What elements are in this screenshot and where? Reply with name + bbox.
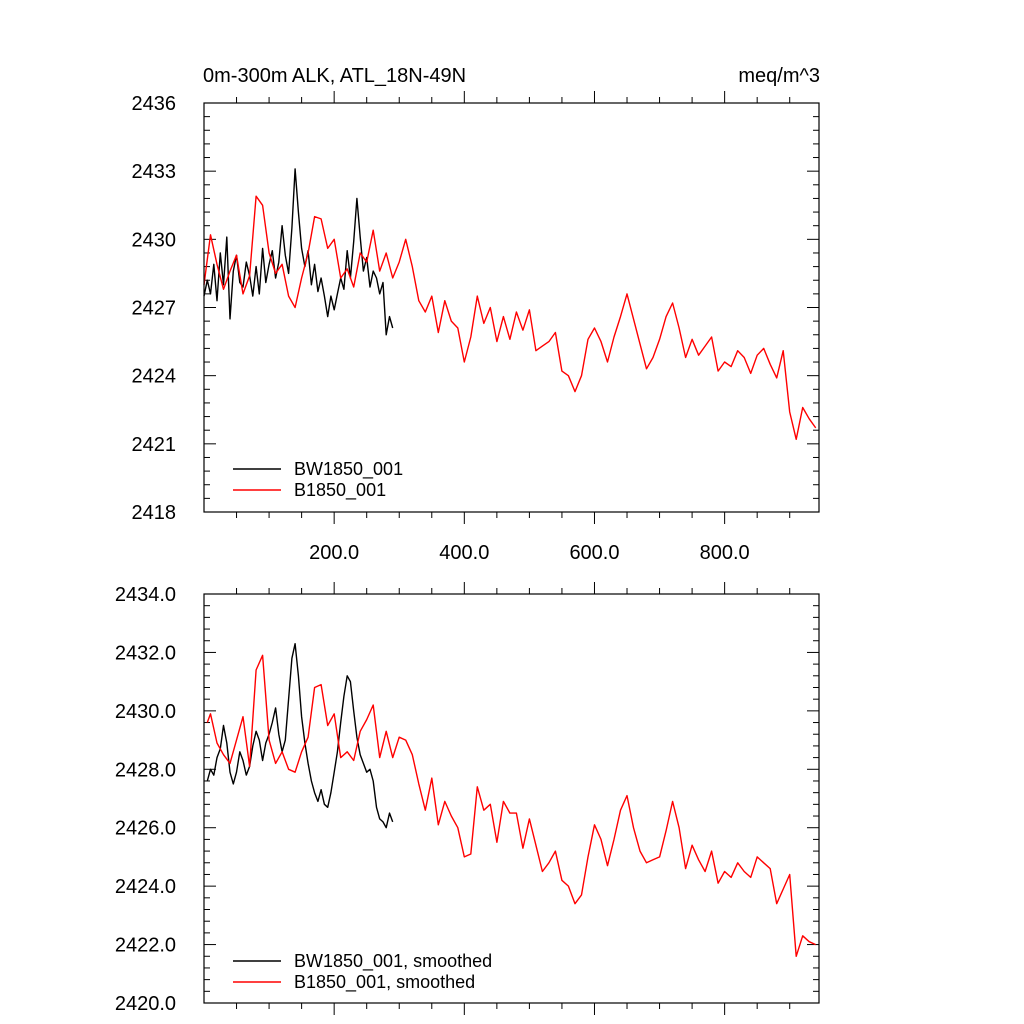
y-tick-label: 2421 [132,434,177,456]
legend-label-b1850-smoothed: B1850_001, smoothed [294,972,475,993]
top-panel-frame [203,102,820,513]
series-line-b1850-001 [203,195,817,440]
y-tick-label: 2420.0 [115,993,176,1015]
series-line-bw1850-001 [203,168,394,336]
y-tick-label: 2428.0 [115,759,176,781]
x-tick-label: 800.0 [700,542,750,564]
y-tick-label: 2436 [132,93,177,115]
y-tick-label: 2434.0 [115,584,176,606]
y-tick-label: 2432.0 [115,642,176,664]
series-line-bw1850-001-smoothed [206,643,394,829]
top-panel-title: 0m-300m ALK, ATL_18N-49N [203,65,466,87]
x-tick-label: 600.0 [569,542,619,564]
top-panel-units: meq/m^3 [738,65,820,87]
bottom-panel-ticks [204,582,819,1015]
bottom-panel-tick-labels: 2420.0 2422.0 2424.0 2426.0 2428.0 2430.0 2432… [115,584,176,1015]
x-tick-label: 400.0 [439,542,489,564]
top-panel: 0m-300m ALK, ATL_18N-49N meq/m^3 2418 242… [132,65,821,564]
top-panel-legend: BW1850_001 B1850_001 [233,459,403,501]
y-tick-label: 2418 [132,502,177,524]
bottom-panel-frame [203,593,820,1004]
legend-label-bw1850: BW1850_001 [294,459,403,480]
legend-label-b1850: B1850_001 [294,480,386,501]
top-panel-tick-labels: 2418 2421 2424 2427 2430 2433 2436 200.0 400.0 60… [132,93,750,564]
y-tick-label: 2430.0 [115,701,176,723]
y-tick-label: 2422.0 [115,935,176,957]
y-tick-label: 2424 [132,366,177,388]
bottom-panel: 2420.0 2422.0 2424.0 2426.0 2428.0 2430.0 2432… [115,582,820,1015]
bottom-panel-legend: BW1850_001, smoothed B1850_001, smoothed [233,951,492,993]
legend-label-bw1850-smoothed: BW1850_001, smoothed [294,951,492,972]
y-tick-label: 2424.0 [115,876,176,898]
series-line-b1850-001-smoothed [206,654,816,957]
y-tick-label: 2426.0 [115,818,176,840]
y-tick-label: 2433 [132,161,177,183]
x-tick-label: 200.0 [309,542,359,564]
bottom-panel-series [206,643,816,957]
top-panel-series [203,168,817,440]
y-tick-label: 2427 [132,298,177,320]
y-tick-label: 2430 [132,229,177,251]
